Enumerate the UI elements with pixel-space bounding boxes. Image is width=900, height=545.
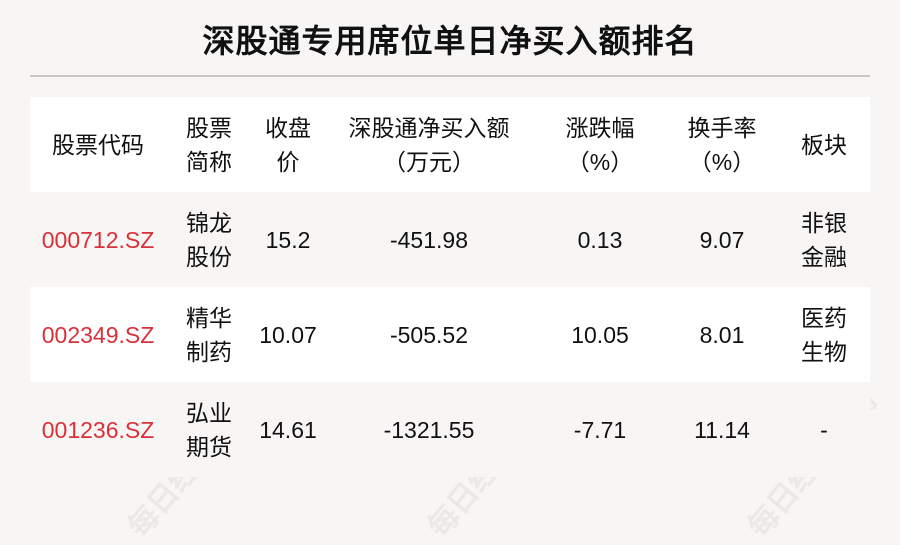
header-label: 简称	[186, 148, 232, 175]
header-label: 股票代码	[52, 131, 144, 158]
turnover-pct: 9.07	[699, 226, 745, 253]
header-change: 涨跌幅 （%）	[534, 97, 666, 192]
stock-name-line: 锦龙	[186, 209, 232, 236]
page-title: 深股通专用席位单日净买入额排名	[202, 23, 698, 59]
header-label: 收盘	[265, 114, 311, 141]
sector-line: 非银	[801, 209, 847, 236]
sector-line: 金融	[801, 243, 847, 270]
header-label: 涨跌幅	[565, 114, 635, 141]
net-buy: -1321.55	[383, 416, 475, 443]
header-sector: 板块	[778, 97, 870, 192]
stock-name: 精华 制药	[166, 287, 252, 382]
net-buy: -505.52	[389, 321, 468, 348]
close-price: 15.2	[265, 226, 311, 253]
header-net-buy: 深股通净买入额 （万元）	[324, 97, 534, 192]
close-price: 14.61	[259, 416, 317, 443]
header-label: （万元）	[383, 148, 475, 175]
change-pct: 0.13	[577, 226, 623, 253]
sector: 非银 金融	[778, 192, 870, 287]
close-price: 10.07	[259, 321, 317, 348]
sector-line: 医药	[801, 304, 847, 331]
change-pct: 10.05	[571, 321, 629, 348]
sector-line: 生物	[801, 338, 847, 365]
stock-name-line: 制药	[186, 338, 232, 365]
stock-code: 000712.SZ	[41, 226, 155, 253]
header-label: （%）	[566, 148, 634, 175]
table-row: 001236.SZ 弘业期货 14.61 -1321.55 -7.71 11.14 -	[30, 382, 870, 477]
table-row: 000712.SZ 锦龙股份 15.2 -451.98 0.13 9.07 非银金融	[30, 192, 870, 287]
divider	[30, 75, 870, 77]
net-buy: -451.98	[389, 226, 468, 253]
header-label: 换手率	[687, 114, 757, 141]
sector: 医药 生物	[778, 287, 870, 382]
header-label: 价	[276, 148, 300, 175]
header-label: 板块	[801, 131, 847, 158]
header-close: 收盘价	[252, 97, 324, 192]
header-label: 深股通净买入额	[348, 114, 510, 141]
header-row: 股票代码 股票 简称 收盘价深股通净买入额 （万元） 涨跌幅 （%） 换手率 （%） 板块	[30, 97, 870, 192]
sector-line: -	[820, 416, 828, 443]
stock-name-line: 精华	[186, 304, 232, 331]
turnover-pct: 11.14	[694, 416, 750, 443]
sector: -	[778, 382, 870, 477]
ranking-table: 股票代码 股票 简称 收盘价深股通净买入额 （万元） 涨跌幅 （%） 换手率 （%） 板块 000…	[30, 97, 870, 477]
header-name: 股票 简称	[166, 97, 252, 192]
stock-name: 锦龙 股份	[166, 192, 252, 287]
header-code: 股票代码	[30, 97, 166, 192]
change-pct: -7.71	[573, 416, 627, 443]
stock-name: 弘业 期货	[166, 382, 252, 477]
table-row: 002349.SZ 精华制药 10.07 -505.52 10.05 8.01 医药生物	[30, 287, 870, 382]
header-turnover: 换手率 （%）	[666, 97, 778, 192]
stock-code: 002349.SZ	[41, 321, 155, 348]
header-label: 股票	[186, 114, 232, 141]
turnover-pct: 8.01	[699, 321, 745, 348]
header-label: （%）	[688, 148, 756, 175]
stock-name-line: 弘业	[186, 399, 232, 426]
stock-code: 001236.SZ	[41, 416, 155, 443]
stock-name-line: 股份	[186, 243, 232, 270]
stock-name-line: 期货	[186, 433, 232, 460]
